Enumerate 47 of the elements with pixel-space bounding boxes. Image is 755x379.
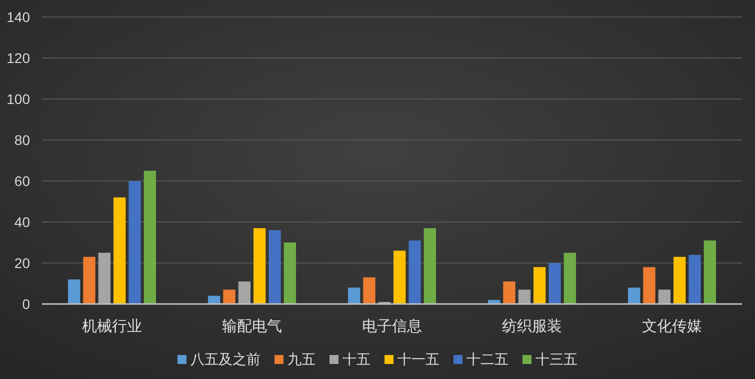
bar [688,254,701,304]
y-tick-label: 140 [6,9,30,25]
bar [363,277,376,304]
y-tick-label: 40 [14,214,30,230]
y-tick-label: 100 [6,91,30,107]
x-tick-label: 文化传媒 [642,318,702,335]
bar [394,250,406,304]
legend-label: 八五及之前 [190,351,260,367]
bar [284,242,296,304]
bar [83,256,96,304]
bar [144,170,156,304]
bar [534,267,546,304]
x-tick-label: 纺织服装 [502,318,562,335]
legend-label: 十五 [342,351,370,367]
bar [564,252,576,304]
bar [503,281,516,304]
bar [704,240,716,304]
x-tick-label: 机械行业 [82,318,142,335]
y-tick-label: 20 [14,255,30,271]
bar [268,230,281,304]
bar [674,256,686,304]
bar [643,267,656,304]
bar [238,281,250,304]
x-tick-label: 电子信息 [362,318,422,335]
x-tick-label: 输配电气 [222,318,282,335]
legend-label: 十三五 [536,351,578,367]
bar [98,252,110,304]
bar [208,296,220,304]
bar [628,288,640,304]
bar [254,228,266,304]
y-tick-label: 80 [14,132,30,148]
bar [658,290,670,304]
bar [548,263,561,304]
bar [68,279,80,304]
bar [518,290,530,304]
legend-label: 九五 [288,351,316,367]
y-tick-label: 120 [6,50,30,66]
bar [408,240,421,304]
legend-label: 十一五 [398,351,440,367]
y-tick-label: 60 [14,173,30,189]
bar [348,288,360,304]
bar [223,290,236,304]
bar [424,228,436,304]
bar [128,181,141,304]
y-tick-label: 0 [22,296,30,312]
legend-label: 十二五 [466,351,508,367]
bar [114,197,126,304]
